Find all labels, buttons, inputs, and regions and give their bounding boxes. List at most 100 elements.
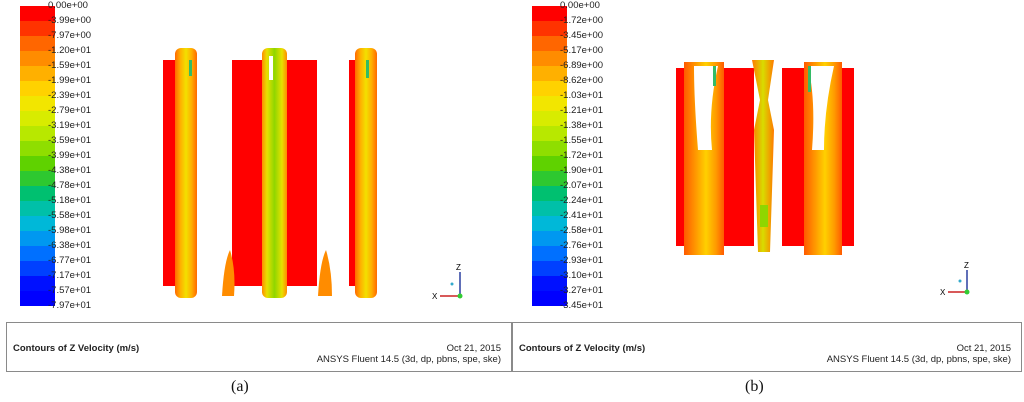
- legend-swatch: [532, 291, 567, 306]
- legend-swatch: [532, 126, 567, 141]
- legend-label: -1.55e+01: [560, 135, 604, 146]
- legend-label: -1.03e+01: [560, 90, 604, 101]
- legend-label: -2.07e+01: [560, 180, 604, 191]
- axis-z-label: Z: [456, 263, 461, 272]
- legend-swatch: [532, 246, 567, 261]
- wall-center-left: [232, 60, 262, 286]
- legend-label: -6.77e+01: [48, 255, 92, 266]
- channel-center: [752, 60, 774, 252]
- legend-label: -1.90e+01: [560, 165, 604, 176]
- legend-color-bar: [20, 6, 55, 306]
- legend-label: -3.59e+01: [48, 135, 92, 146]
- legend-label: -5.58e+01: [48, 210, 92, 221]
- channel-left: [684, 62, 724, 255]
- legend-label: 0.00e+00: [560, 0, 600, 11]
- legend-swatch: [20, 6, 55, 21]
- info-date: Oct 21, 2015: [446, 343, 501, 354]
- legend-label: -7.97e+01: [48, 300, 92, 311]
- contour-spot: [808, 66, 811, 92]
- legend-label: -4.78e+01: [48, 180, 92, 191]
- legend-label: -7.17e+01: [48, 270, 92, 281]
- legend-swatch: [532, 36, 567, 51]
- wall-center-left: [724, 68, 754, 246]
- contour-spot: [366, 60, 369, 78]
- legend-swatch: [20, 66, 55, 81]
- axis-triad: Z X: [940, 261, 970, 297]
- contour-spot: [760, 205, 768, 227]
- legend-swatch: [20, 171, 55, 186]
- info-box: Contours of Z Velocity (m/s) Oct 21, 201…: [512, 322, 1022, 372]
- legend-label: -2.24e+01: [560, 195, 604, 206]
- legend-swatch: [20, 111, 55, 126]
- legend-label: -6.89e+00: [560, 60, 604, 71]
- legend-label: -3.10e+01: [560, 270, 604, 281]
- legend-label: -4.38e+01: [48, 165, 92, 176]
- legend-label: -1.21e+01: [560, 105, 604, 116]
- legend-label: -2.76e+01: [560, 240, 604, 251]
- info-software: ANSYS Fluent 14.5 (3d, dp, pbns, spe, sk…: [826, 354, 1011, 365]
- legend-label: -1.99e+01: [48, 75, 92, 86]
- legend-swatch: [532, 81, 567, 96]
- channel-center: [262, 48, 287, 298]
- legend-label: -5.17e+00: [560, 45, 604, 56]
- contour-spot: [269, 56, 273, 80]
- legend-swatch: [20, 141, 55, 156]
- legend-label: -1.38e+01: [560, 120, 604, 131]
- legend-label: -3.45e+01: [560, 300, 604, 311]
- legend-label: -2.41e+01: [560, 210, 604, 221]
- legend-label: -2.79e+01: [48, 105, 92, 116]
- legend-swatch: [20, 231, 55, 246]
- axis-x-label: X: [432, 292, 438, 301]
- legend-swatch: [532, 111, 567, 126]
- legend-swatch: [532, 276, 567, 291]
- legend-swatch: [20, 276, 55, 291]
- info-title: Contours of Z Velocity (m/s): [13, 343, 140, 354]
- axis-triad: Z X: [432, 263, 463, 301]
- channel-right-core: [808, 66, 834, 150]
- legend-swatch: [532, 156, 567, 171]
- legend-label: -3.99e+01: [48, 150, 92, 161]
- legend-label: -3.99e+00: [48, 15, 92, 26]
- contour-plot: Z X: [676, 60, 970, 297]
- legend-swatch: [532, 141, 567, 156]
- contour-plot: Z X: [163, 48, 463, 301]
- wall-center-right: [782, 68, 804, 246]
- legend-label: 0.00e+00: [48, 0, 88, 11]
- panel-caption: (b): [745, 378, 764, 395]
- legend-swatch: [532, 216, 567, 231]
- channel-left-core: [694, 66, 718, 150]
- panel-caption: (a): [231, 378, 249, 395]
- legend-label: -3.27e+01: [560, 285, 604, 296]
- legend-label: -2.39e+01: [48, 90, 92, 101]
- panel-b: 0.00e+00 -1.72e+00 -3.45e+00 -5.17e+00 -6.89…: [512, 0, 1022, 402]
- legend-swatch: [532, 201, 567, 216]
- panel-a: 0.00e+00 -3.99e+00 -7.97e+00 -1.20e+01 -1.59…: [0, 0, 512, 402]
- channel-left: [175, 48, 197, 298]
- contour-spot: [713, 66, 716, 86]
- legend-label: -2.93e+01: [560, 255, 604, 266]
- axis-x-label: X: [940, 288, 946, 297]
- legend-swatch: [532, 21, 567, 36]
- legend-swatch: [20, 96, 55, 111]
- channel-right: [355, 48, 377, 298]
- legend-swatch: [532, 66, 567, 81]
- legend-swatch: [20, 201, 55, 216]
- legend-swatch: [532, 6, 567, 21]
- legend-swatch: [20, 126, 55, 141]
- legend-swatch: [20, 81, 55, 96]
- legend-swatch: [20, 216, 55, 231]
- legend-swatch: [532, 186, 567, 201]
- contour-flame-left: [222, 250, 235, 296]
- legend-swatch: [532, 96, 567, 111]
- legend-swatch: [20, 291, 55, 306]
- legend-label: -6.38e+01: [48, 240, 92, 251]
- legend-swatch: [532, 261, 567, 276]
- legend-label: -3.45e+00: [560, 30, 604, 41]
- contour-spot: [189, 60, 192, 76]
- legend-color-bar: [532, 6, 567, 306]
- legend-label: -7.57e+01: [48, 285, 92, 296]
- info-box: Contours of Z Velocity (m/s) Oct 21, 201…: [6, 322, 512, 372]
- legend-swatch: [20, 246, 55, 261]
- legend-swatch: [20, 156, 55, 171]
- legend-swatch: [532, 231, 567, 246]
